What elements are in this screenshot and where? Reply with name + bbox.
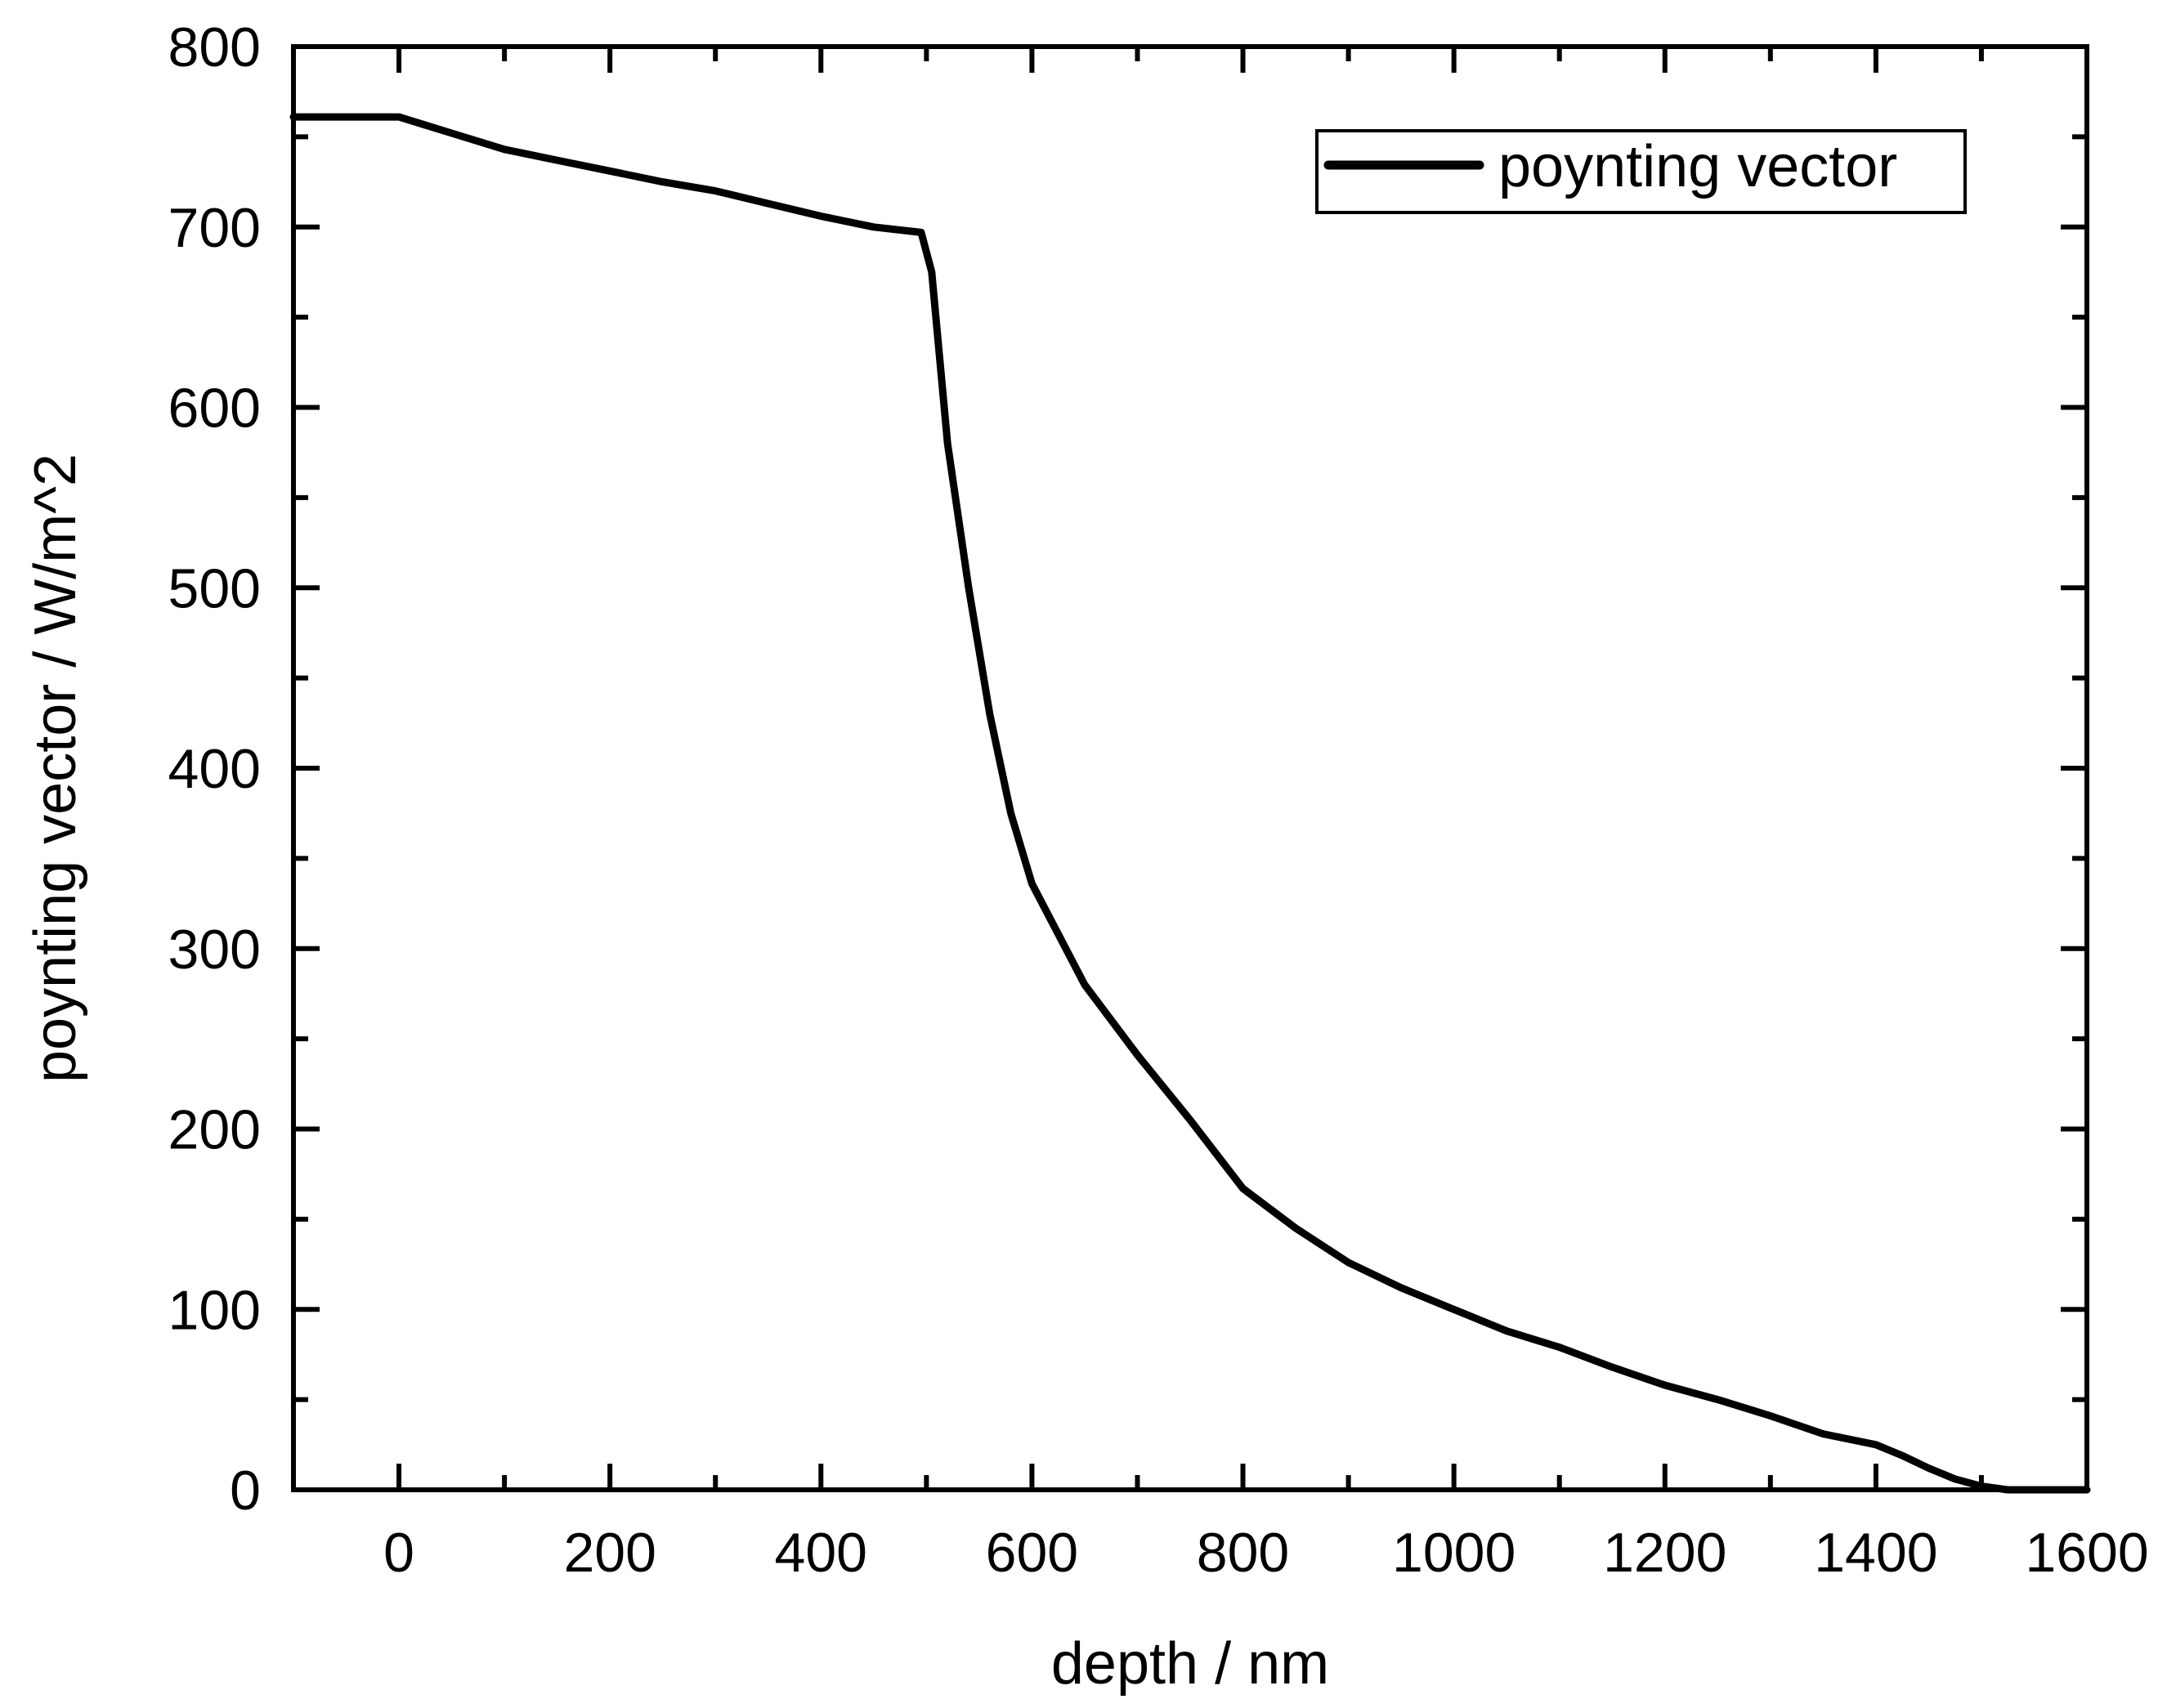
y-axis-title: poynting vector / W/m^2 (23, 454, 88, 1083)
legend-label: poynting vector (1498, 134, 1897, 199)
y-tick-label: 800 (168, 16, 261, 78)
y-tick-label: 500 (168, 557, 261, 619)
y-tick-label: 600 (168, 378, 261, 440)
x-tick-label: 1000 (1392, 1522, 1516, 1584)
y-tick-label: 200 (168, 1099, 261, 1161)
y-tick-label: 100 (168, 1279, 261, 1341)
y-axis-tick-labels: 0 100 200 300 400 500 600 700 800 (168, 16, 261, 1522)
x-tick-label: 1400 (1814, 1522, 1937, 1584)
y-tick-label: 700 (168, 197, 261, 259)
y-tick-label: 400 (168, 738, 261, 800)
x-tick-label: 1600 (2025, 1522, 2148, 1584)
x-tick-label: 400 (775, 1522, 867, 1584)
x-axis-tick-labels: 0 200 400 600 800 1000 1200 1400 1600 (383, 1522, 2148, 1584)
x-tick-label: 600 (986, 1522, 1078, 1584)
x-tick-label: 1200 (1603, 1522, 1726, 1584)
x-tick-label: 200 (563, 1522, 656, 1584)
plot-frame (291, 44, 2089, 1492)
x-axis-title: depth / nm (1051, 1631, 1329, 1697)
y-tick-label: 0 (230, 1460, 261, 1522)
legend: poynting vector (1315, 129, 1967, 214)
x-tick-label: 800 (1197, 1522, 1289, 1584)
axis-ticks (293, 44, 2089, 1492)
y-tick-label: 300 (168, 919, 261, 981)
poynting-vector-line (289, 113, 2091, 1494)
x-tick-label: 0 (383, 1522, 414, 1584)
legend-box (1315, 129, 1967, 214)
